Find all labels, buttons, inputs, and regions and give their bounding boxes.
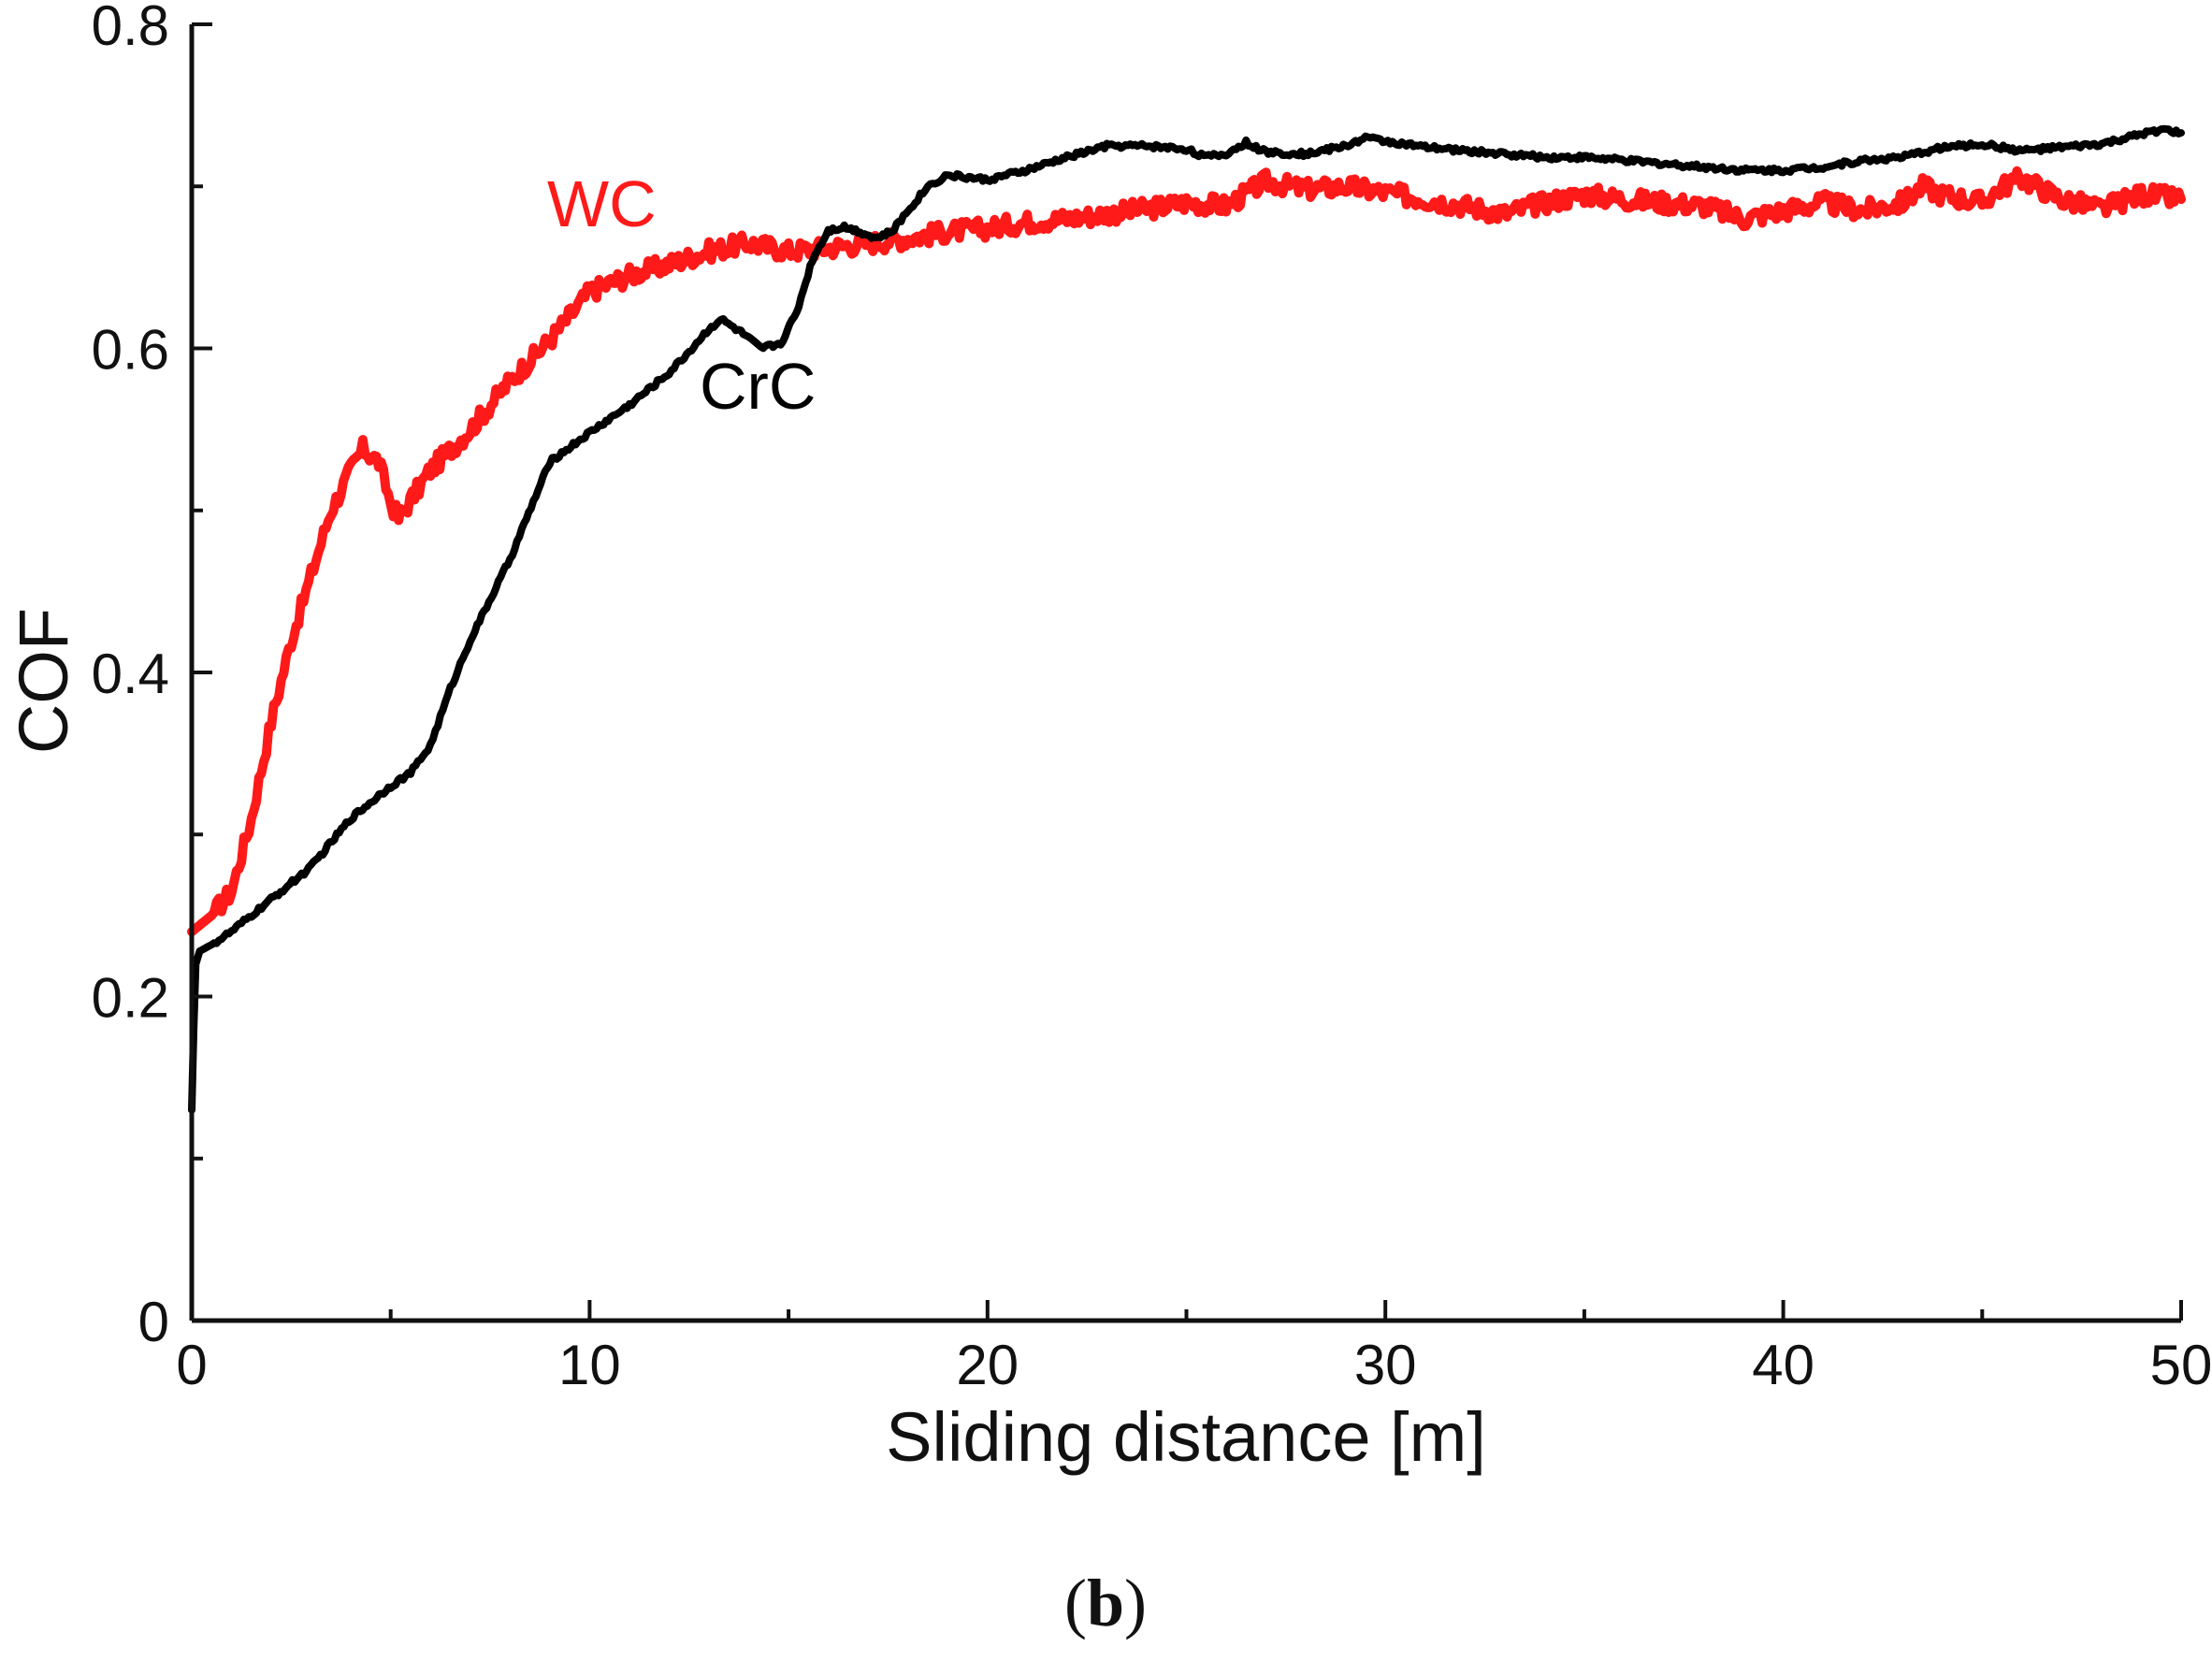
x-axis-title: Sliding distance [m] — [886, 1398, 1486, 1476]
axes — [189, 24, 2181, 1323]
x-tick-label: 30 — [1354, 1334, 1417, 1396]
x-tick-label: 0 — [176, 1334, 207, 1396]
series-label-wc: WC — [547, 167, 657, 240]
panel-label-letter: b — [1087, 1566, 1124, 1640]
x-tick-label: 40 — [1752, 1334, 1814, 1396]
y-tick-label: 0.4 — [92, 643, 169, 705]
panel-label-open: ( — [1064, 1566, 1087, 1640]
ticks: 0 10 20 30 40 50 0 0.2 0.4 0.6 0.8 — [92, 0, 2212, 1396]
series-layer — [187, 124, 2186, 1114]
x-tick-label: 10 — [558, 1334, 621, 1396]
panel-label-close: ) — [1124, 1566, 1147, 1640]
series-label-crc: CrC — [700, 350, 816, 423]
y-tick-label: 0 — [138, 1291, 169, 1353]
series-line-crc — [188, 124, 2185, 1114]
y-tick-label: 0.6 — [92, 319, 169, 382]
y-tick-label: 0.2 — [92, 967, 169, 1030]
y-axis-title: COF — [5, 608, 82, 754]
x-tick-label: 50 — [2150, 1334, 2212, 1396]
series-line-wc — [187, 166, 2186, 937]
x-tick-label: 20 — [956, 1334, 1019, 1396]
y-tick-label: 0.8 — [92, 0, 169, 57]
panel-label: (b) — [1064, 1566, 1147, 1640]
